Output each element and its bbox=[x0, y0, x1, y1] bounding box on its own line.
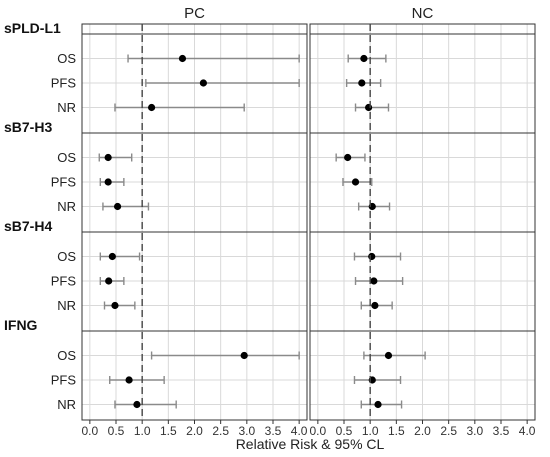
point-estimate bbox=[344, 153, 352, 162]
point-estimate bbox=[374, 400, 382, 409]
group-label-sb7-h4: sB7-H4 bbox=[4, 218, 52, 234]
x-tick-label: 2.5 bbox=[440, 424, 457, 438]
x-axis-title: Relative Risk & 95% CL bbox=[236, 436, 385, 452]
panel-frames bbox=[81, 23, 536, 424]
point-estimate bbox=[113, 202, 122, 211]
row-label-nr: NR bbox=[57, 397, 76, 412]
point-estimate bbox=[104, 153, 112, 162]
x-tick-label: 1.0 bbox=[362, 424, 379, 438]
row-label-pfs: PFS bbox=[51, 373, 77, 388]
group-label-spld-l1: sPLD-L1 bbox=[4, 20, 61, 36]
group-label-sb7-h3: sB7-H3 bbox=[4, 119, 52, 135]
x-tick-label: 2.5 bbox=[212, 424, 229, 438]
point-estimate bbox=[240, 351, 248, 360]
labels-layer: PC NC0.0 0.5 1.0 1.5 2.0 2.5 3.0 3.5 4.0 0.0 0.5 1.0… bbox=[4, 5, 536, 452]
point-estimate bbox=[370, 277, 378, 285]
group-label-ifng: IFNG bbox=[4, 317, 38, 333]
point-estimate bbox=[178, 54, 187, 63]
row-label-pfs: PFS bbox=[51, 175, 77, 190]
x-tick-label: 1.5 bbox=[160, 424, 177, 438]
point-estimate bbox=[105, 277, 113, 285]
point-estimate bbox=[147, 103, 156, 112]
x-tick-label: 1.0 bbox=[134, 424, 151, 438]
x-tick-label: 4.0 bbox=[519, 424, 536, 438]
point-estimate bbox=[358, 79, 366, 87]
x-tick-label: 3.5 bbox=[493, 424, 510, 438]
panel-title-pc: PC bbox=[184, 5, 205, 22]
point-estimate bbox=[199, 79, 207, 87]
row-label-pfs: PFS bbox=[51, 274, 77, 289]
row-label-os: OS bbox=[57, 348, 76, 363]
panel-frame-nc bbox=[309, 23, 536, 421]
row-label-nr: NR bbox=[57, 199, 76, 214]
point-estimate bbox=[104, 178, 112, 186]
point-estimate bbox=[108, 252, 116, 261]
point-estimate bbox=[365, 103, 373, 112]
x-tick-label: 2.0 bbox=[186, 424, 203, 438]
x-tick-label: 0.5 bbox=[108, 424, 125, 438]
row-label-os: OS bbox=[57, 249, 76, 264]
x-tick-label: 0.5 bbox=[336, 424, 353, 438]
point-estimate bbox=[360, 54, 368, 63]
point-estimate bbox=[133, 400, 141, 409]
x-tick-label: 4.0 bbox=[291, 424, 308, 438]
point-estimate bbox=[384, 351, 393, 360]
x-tick-label: 1.5 bbox=[388, 424, 405, 438]
row-label-os: OS bbox=[57, 51, 76, 66]
x-tick-label: 0.0 bbox=[310, 424, 327, 438]
row-label-pfs: PFS bbox=[51, 76, 77, 91]
x-tick-label: 0.0 bbox=[82, 424, 99, 438]
panel-title-nc: NC bbox=[412, 5, 434, 22]
data-marks bbox=[98, 24, 426, 420]
panel-frame-pc bbox=[81, 23, 308, 421]
point-estimate bbox=[111, 301, 119, 310]
point-estimate bbox=[368, 252, 376, 261]
row-label-nr: NR bbox=[57, 298, 76, 313]
point-estimate bbox=[371, 301, 379, 310]
x-tick-label: 3.0 bbox=[238, 424, 255, 438]
point-estimate bbox=[125, 376, 133, 384]
point-estimate bbox=[351, 178, 360, 186]
row-label-os: OS bbox=[57, 150, 76, 165]
x-tick-label: 2.0 bbox=[414, 424, 431, 438]
x-tick-label: 3.0 bbox=[466, 424, 483, 438]
x-tick-label: 3.5 bbox=[265, 424, 282, 438]
row-label-nr: NR bbox=[57, 100, 76, 115]
